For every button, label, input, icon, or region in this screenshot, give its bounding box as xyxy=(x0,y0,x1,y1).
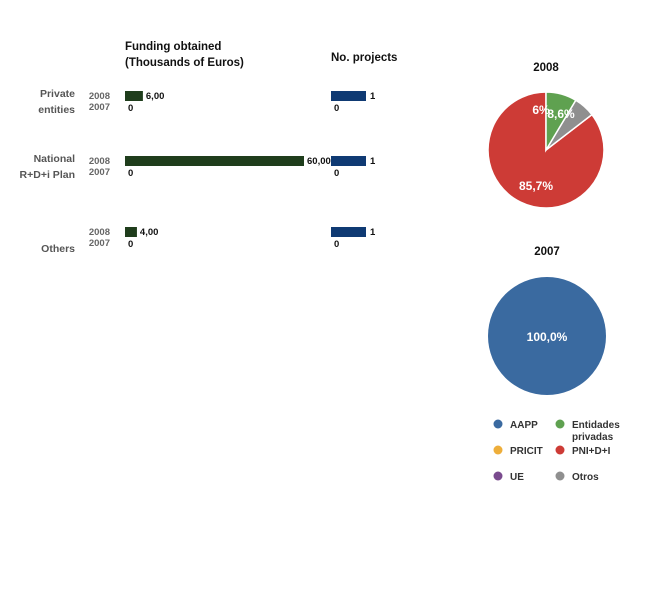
legend-item: PRICIT xyxy=(493,445,543,457)
legend-label: PRICIT xyxy=(510,446,543,457)
category-label: R+D+i Plan xyxy=(20,169,75,181)
category-label: Others xyxy=(41,243,75,255)
pie-slice-label: 100,0% xyxy=(527,330,568,344)
projects-header: No. projects xyxy=(331,52,397,64)
funding-header-line2: (Thousands of Euros) xyxy=(125,57,244,69)
bar-charts: Privateentities200820076,00010NationalR+… xyxy=(20,88,376,255)
year-label: 2008 xyxy=(89,227,110,238)
projects-bar-2008 xyxy=(331,156,366,166)
category-label: Private xyxy=(40,88,75,100)
pie-slice xyxy=(488,277,606,395)
projects-value-2008: 1 xyxy=(370,227,376,238)
category-label: entities xyxy=(38,104,75,116)
category-label: National xyxy=(34,153,76,165)
legend-item: Otros xyxy=(555,471,599,483)
legend-label: PNI+D+I xyxy=(572,446,611,457)
legend-swatch xyxy=(555,419,565,429)
projects-bar-2008 xyxy=(331,91,366,101)
funding-bar-2008 xyxy=(125,156,304,166)
year-label: 2007 xyxy=(89,167,110,178)
legend-label: Otros xyxy=(572,472,599,483)
funding-header-line1: Funding obtained xyxy=(125,41,221,53)
pie-title: 2008 xyxy=(533,62,559,74)
funding-bar-2008 xyxy=(125,227,137,237)
projects-value-2007: 0 xyxy=(334,168,339,179)
legend-item: PNI+D+I xyxy=(555,445,611,457)
pie-title: 2007 xyxy=(534,246,560,258)
pie-2008: 2008 85,7% 6%8,6% xyxy=(487,62,605,209)
funding-value-2008: 6,00 xyxy=(146,91,165,102)
legend-swatch xyxy=(555,471,565,481)
projects-value-2008: 1 xyxy=(370,91,376,102)
projects-bar-2008 xyxy=(331,227,366,237)
pie-slice-label: 6% xyxy=(532,103,550,117)
pie-slice-label: 8,6% xyxy=(547,107,575,121)
pie-slice-label: 85,7% xyxy=(519,179,553,193)
pie-charts: 2008 85,7% 6%8,6% 2007 100,0% xyxy=(487,62,606,395)
legend-swatch xyxy=(493,445,503,455)
legend-item: AAPP xyxy=(493,419,538,431)
funding-value-2008: 60,00 xyxy=(307,156,331,167)
projects-value-2007: 0 xyxy=(334,239,339,250)
legend-label: UE xyxy=(510,472,524,483)
year-label: 2008 xyxy=(89,156,110,167)
year-label: 2007 xyxy=(89,102,110,113)
funding-value-2007: 0 xyxy=(128,168,133,179)
pie-slice xyxy=(545,91,577,153)
legend-label: AAPP xyxy=(510,420,538,431)
legend-item: UE xyxy=(493,471,524,483)
funding-bar-2008 xyxy=(125,91,143,101)
funding-value-2007: 0 xyxy=(128,103,133,114)
projects-value-2007: 0 xyxy=(334,103,339,114)
legend-swatch xyxy=(555,445,565,455)
projects-value-2008: 1 xyxy=(370,156,376,167)
year-label: 2007 xyxy=(89,238,110,249)
legend-swatch xyxy=(493,419,503,429)
funding-value-2008: 4,00 xyxy=(140,227,159,238)
pie-2007: 2007 100,0% xyxy=(488,246,606,395)
legend-label: Entidades xyxy=(572,420,620,431)
legend-label: privadas xyxy=(572,432,614,443)
funding-value-2007: 0 xyxy=(128,239,133,250)
legend-swatch xyxy=(493,471,503,481)
year-label: 2008 xyxy=(89,91,110,102)
